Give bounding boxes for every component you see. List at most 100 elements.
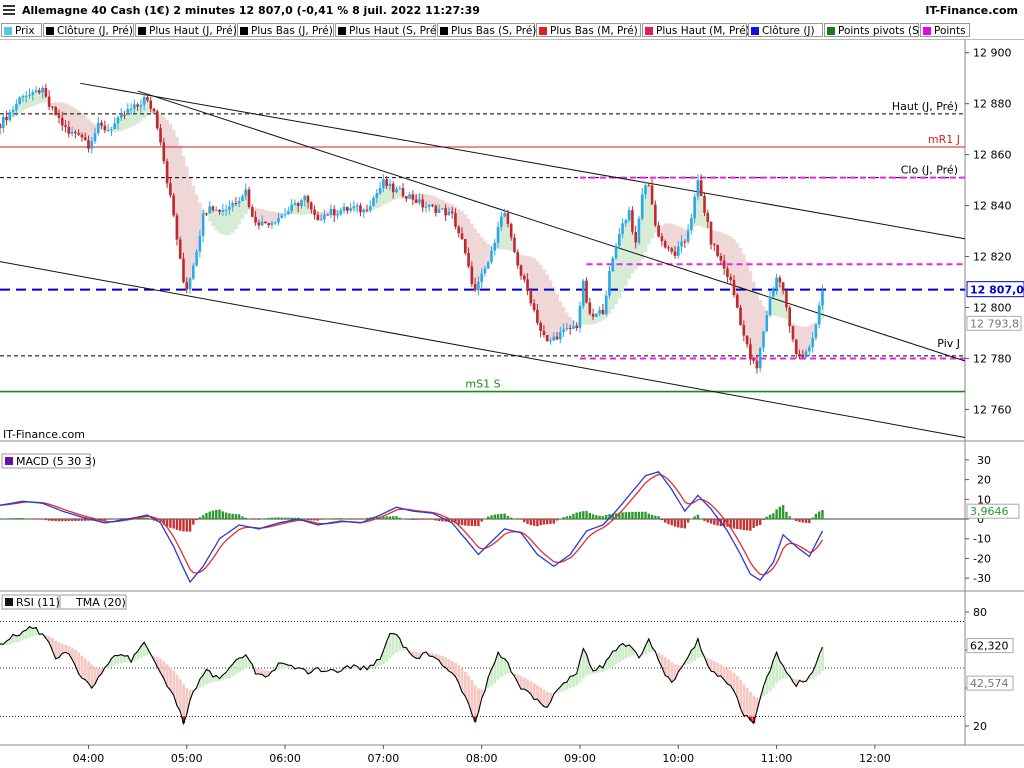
candle-body — [716, 245, 719, 256]
candle-body — [437, 209, 441, 213]
candle-body — [21, 96, 25, 98]
rsi-band — [60, 643, 64, 654]
macd-histogram-bar — [624, 512, 628, 520]
macd-line — [0, 470, 824, 584]
legend-item[interactable]: Plus Bas (J, Pré) — [237, 23, 334, 37]
cloud-band — [748, 271, 753, 360]
macd-histogram-bar — [768, 514, 772, 520]
macd-histogram-bar — [2, 518, 5, 520]
macd-histogram-bar — [542, 519, 546, 525]
price-panel[interactable]: IT-Finance.com Haut (J, Pré) mR1 J Clo (J, … — [0, 82, 966, 441]
rsi-band — [801, 679, 805, 683]
level-label: mS1 S — [465, 378, 500, 391]
rsi-band — [493, 662, 497, 684]
macd-histogram-bar — [77, 519, 80, 521]
cloud-band — [548, 280, 553, 341]
rsi-band — [572, 675, 575, 687]
candle-body — [385, 179, 388, 187]
rsi-band — [355, 666, 359, 669]
axes: 12 900 12 880 12 860 12 840 12 820 12 800 12 7… — [73, 47, 1024, 765]
candle-body — [103, 125, 107, 131]
rsi-band — [755, 697, 759, 711]
rsi-panel[interactable]: RSI (11) TMA (20) — [0, 594, 965, 726]
rsi-band — [64, 644, 68, 653]
macd-histogram-bar — [817, 511, 821, 520]
rsi-band — [8, 638, 12, 645]
macd-histogram-bar — [736, 519, 739, 530]
legend-swatch — [539, 27, 547, 35]
rsi-band — [57, 642, 61, 658]
candle-body — [624, 220, 628, 224]
legend-item[interactable]: Plus Bas (S, Pré) — [437, 23, 536, 37]
candle-body — [74, 132, 77, 134]
macd-histogram-bar — [228, 513, 231, 520]
cloud-band — [70, 106, 74, 133]
macd-histogram-bar — [57, 519, 61, 522]
macd-histogram-bar — [152, 519, 156, 521]
macd-histogram-bar — [51, 519, 54, 521]
legend-item[interactable]: Plus Haut (S, Pré) — [335, 23, 440, 37]
candle-body — [214, 209, 218, 211]
macd-histogram-bar — [670, 519, 673, 526]
legend-item[interactable]: Prix — [1, 23, 42, 37]
cloud-band — [385, 186, 389, 204]
legend-item[interactable]: Clôture (J) — [748, 23, 823, 37]
candle-body — [352, 206, 356, 209]
legend-item[interactable]: Points pivots (S) — [824, 23, 923, 37]
rsi-band — [100, 668, 104, 674]
cloud-band — [234, 203, 238, 230]
legend-label: Plus Haut (M, Pré) — [656, 25, 750, 37]
rsi-band — [31, 628, 35, 637]
candle-body — [755, 360, 759, 369]
candle-body — [57, 115, 61, 118]
rsi-band — [500, 657, 503, 677]
candle-body — [339, 210, 343, 215]
macd-histogram-bar — [601, 516, 605, 520]
cloud-band — [611, 258, 615, 310]
macd-histogram-bar — [454, 519, 457, 524]
legend-item[interactable]: Plus Haut (M, Pré) — [642, 23, 750, 37]
macd-histogram-bar — [221, 511, 225, 520]
macd-histogram-bar — [568, 515, 572, 520]
menu-icon[interactable] — [2, 3, 16, 17]
macd-histogram-bar — [762, 519, 765, 520]
macd-histogram-bar — [162, 519, 166, 525]
rsi-title-box — [1, 594, 59, 610]
candle-body — [722, 260, 726, 269]
cloud-band — [139, 104, 143, 122]
legend-item[interactable]: Plus Haut (J, Pré) — [135, 23, 237, 37]
legend-item[interactable]: Clôture (J, Pré) — [43, 23, 134, 37]
legend-item[interactable]: Points — [920, 23, 970, 37]
macd-panel[interactable]: MACD (5 30 3) — [0, 453, 965, 584]
candle-body — [169, 183, 172, 196]
cloud-band — [73, 108, 78, 134]
rsi-band — [277, 662, 281, 670]
rsi-band — [447, 659, 451, 672]
candle-body — [368, 206, 372, 211]
cloud-band — [676, 226, 681, 247]
cloud-band — [699, 195, 704, 227]
rsi-value-label: 62,320 — [970, 640, 1009, 653]
legend-item[interactable]: Plus Bas (M, Pré) — [536, 23, 641, 37]
candle-body — [155, 111, 159, 129]
macd-histogram-bar — [460, 519, 464, 526]
cloud-band — [480, 237, 484, 274]
cloud-band — [647, 185, 651, 245]
rsi-band — [565, 682, 569, 690]
macd-histogram-bar — [654, 515, 657, 520]
candle-body — [319, 219, 323, 221]
rsi-band — [346, 665, 349, 670]
candle-body — [382, 179, 385, 189]
cloud-band — [470, 223, 474, 285]
cloud-band — [742, 254, 746, 336]
macd-histogram-bar — [660, 519, 664, 521]
macd-histogram-bar — [306, 519, 310, 521]
macd-histogram-bar — [821, 509, 824, 520]
candle-body — [477, 281, 480, 291]
candle-body — [794, 339, 798, 354]
y-tick-label: 12 840 — [973, 200, 1012, 213]
candle-body — [411, 194, 415, 200]
rsi-band — [175, 674, 179, 706]
macd-swatch — [5, 457, 13, 465]
rsi-band — [172, 670, 176, 696]
